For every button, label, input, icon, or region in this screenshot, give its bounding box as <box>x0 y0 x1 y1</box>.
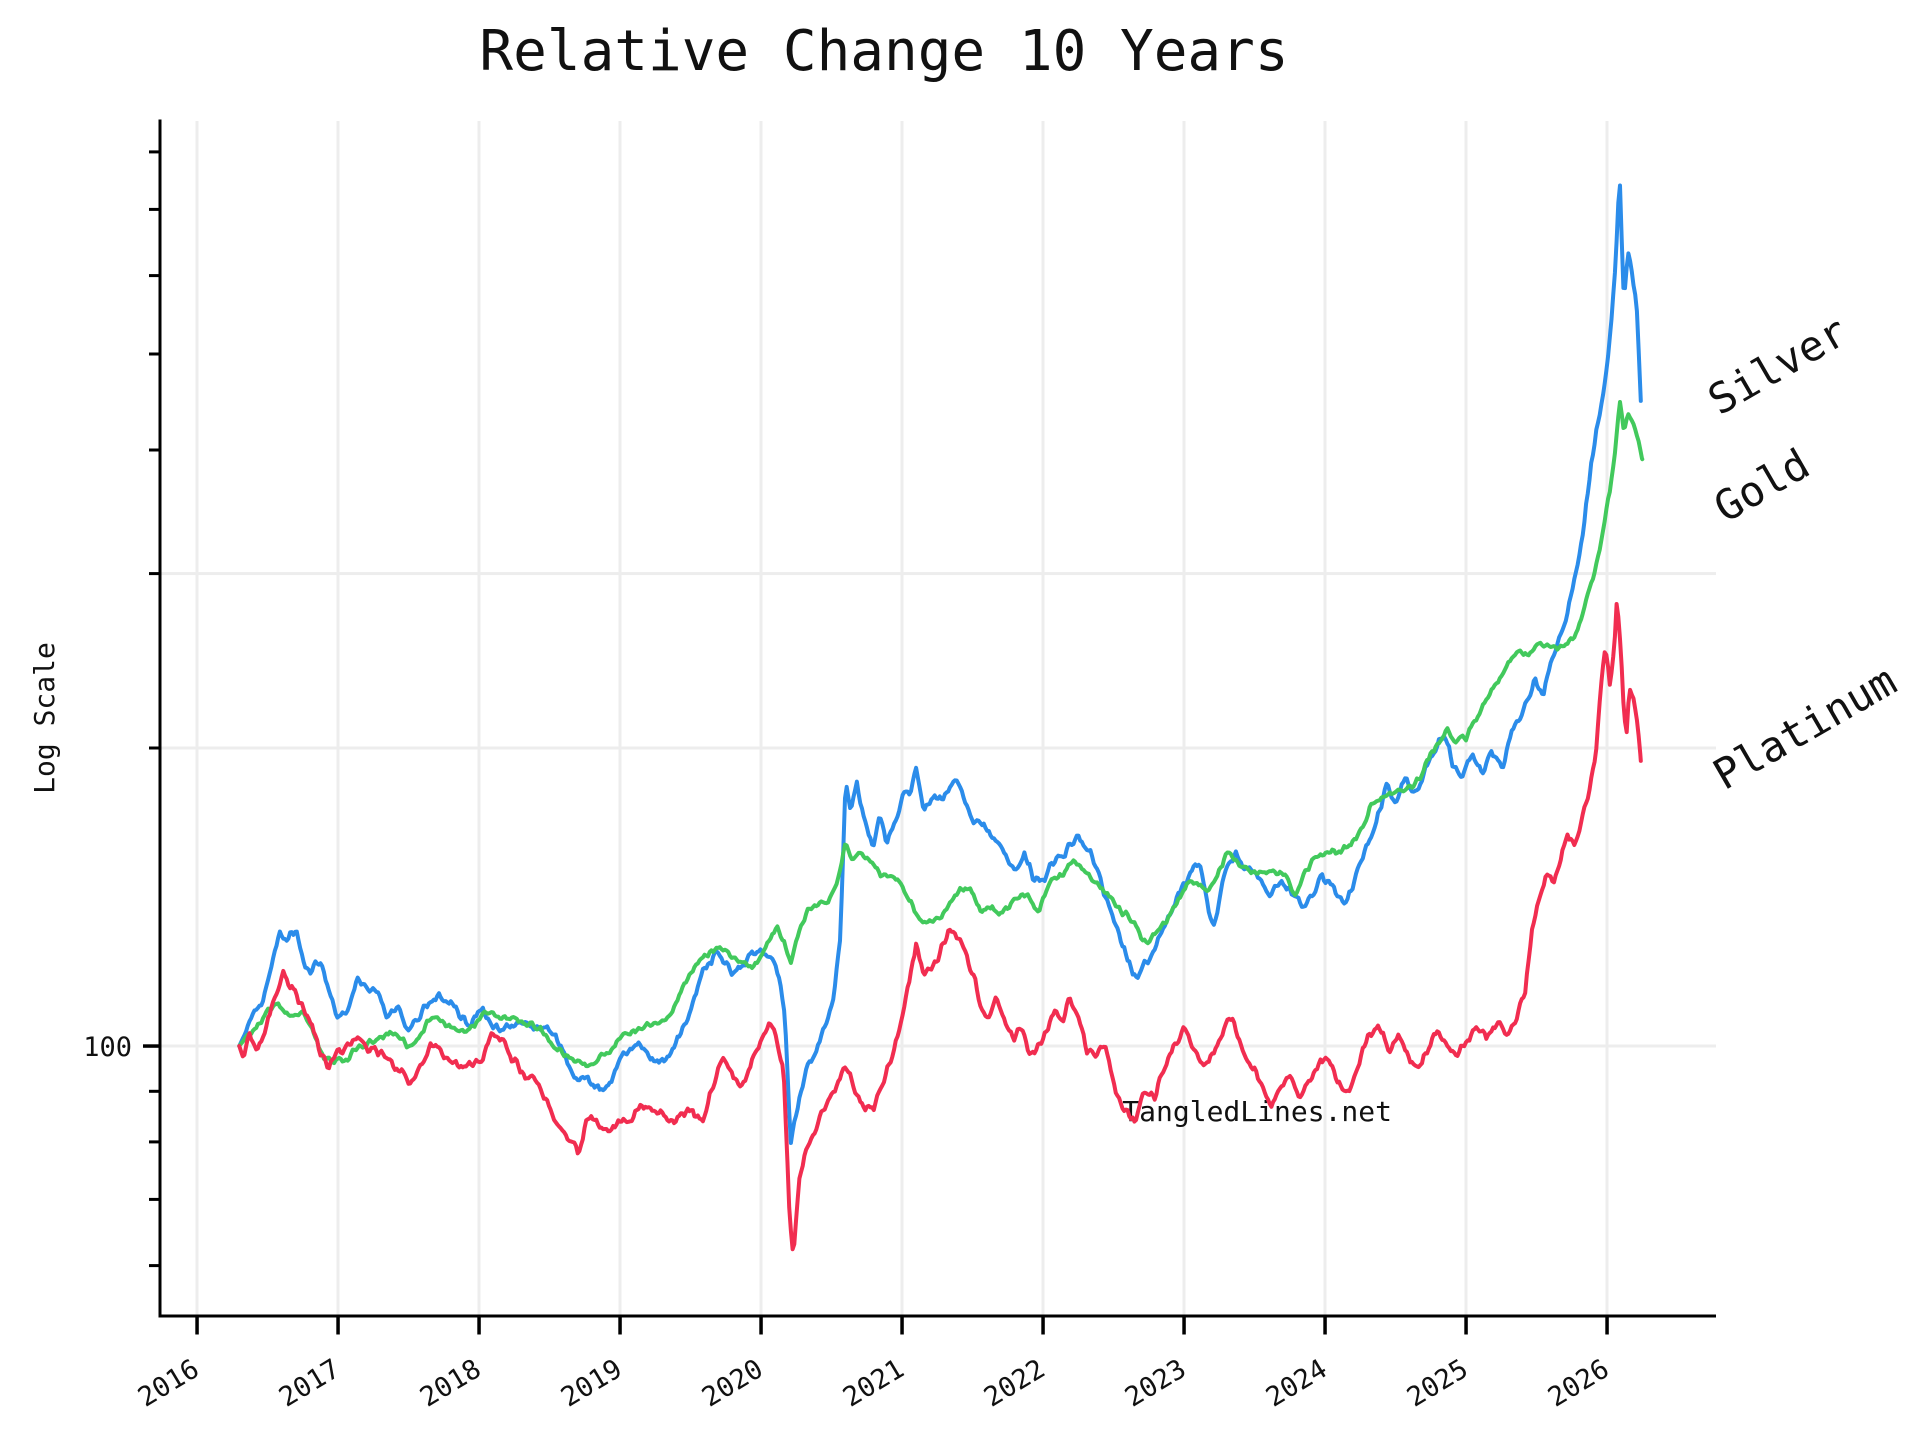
v-gridline-2023 <box>1182 121 1186 1316</box>
v-gridline-2022 <box>1041 121 1045 1316</box>
h-gridline-100 <box>160 1044 1716 1048</box>
x-tick-label-2022: 2022 <box>979 1353 1051 1413</box>
x-tick-label-2026: 2026 <box>1543 1353 1615 1413</box>
x-axis-spine <box>158 1314 1716 1318</box>
v-gridline-2020 <box>759 121 763 1316</box>
y-minor-tick-800 <box>149 150 160 154</box>
x-tick-2019 <box>618 1317 622 1335</box>
x-tick-label-2017: 2017 <box>274 1353 346 1413</box>
x-tick-2026 <box>1605 1317 1609 1335</box>
gridlines <box>160 121 1716 1316</box>
v-gridline-2026 <box>1605 121 1609 1316</box>
h-gridline-300 <box>160 572 1716 576</box>
x-tick-label-2025: 2025 <box>1402 1353 1474 1413</box>
x-tick-label-2024: 2024 <box>1261 1353 1333 1413</box>
v-gridline-2018 <box>477 121 481 1316</box>
x-tick-2021 <box>900 1317 904 1335</box>
legend-label-gold: Gold <box>1706 439 1818 532</box>
x-tick-2023 <box>1182 1317 1186 1335</box>
x-tick-label-2023: 2023 <box>1120 1353 1192 1413</box>
x-tick-labels: 2016 2017 2018 2019 2020 2021 2022 2023 2024 2025… <box>133 1353 1615 1413</box>
legend-label-silver: Silver <box>1700 306 1856 424</box>
series-line-gold <box>237 400 1645 1069</box>
x-tick-2016 <box>195 1317 199 1335</box>
y-minor-tick-60 <box>149 1264 160 1268</box>
y-minor-tick-400 <box>149 448 160 452</box>
watermark: TangledLines.net <box>1122 1095 1392 1128</box>
y-minor-tick-300 <box>149 572 160 576</box>
x-tick-2018 <box>477 1317 481 1335</box>
x-tick-label-2020: 2020 <box>697 1353 769 1413</box>
y-minor-tick-700 <box>149 207 160 211</box>
x-tick-label-2019: 2019 <box>556 1353 628 1413</box>
v-gridline-2024 <box>1323 121 1327 1316</box>
y-axis-spine <box>158 119 162 1318</box>
series-line-platinum <box>237 602 1643 1252</box>
legend: Silver Gold Platinum <box>1700 306 1905 799</box>
x-tick-2022 <box>1041 1317 1045 1335</box>
h-gridline-200 <box>160 746 1716 750</box>
axes <box>143 119 1716 1335</box>
y-minor-tick-80 <box>149 1140 160 1144</box>
y-tick-label-100: 100 <box>83 1032 132 1063</box>
series-lines <box>237 183 1645 1252</box>
x-tick-label-2021: 2021 <box>838 1353 910 1413</box>
y-minor-tick-70 <box>149 1197 160 1201</box>
x-tick-2020 <box>759 1317 763 1335</box>
y-minor-tick-600 <box>149 274 160 278</box>
legend-label-platinum: Platinum <box>1705 656 1905 800</box>
v-gridline-2016 <box>195 121 199 1316</box>
x-tick-label-2018: 2018 <box>415 1353 487 1413</box>
v-gridline-2019 <box>618 121 622 1316</box>
chart-title: Relative Change 10 Years <box>479 19 1288 84</box>
series-line-silver <box>237 183 1643 1145</box>
v-gridline-2021 <box>900 121 904 1316</box>
v-gridline-2025 <box>1464 121 1468 1316</box>
y-minor-tick-500 <box>149 352 160 356</box>
y-minor-tick-90 <box>149 1089 160 1093</box>
x-tick-2024 <box>1323 1317 1327 1335</box>
v-gridline-2017 <box>336 121 340 1316</box>
y-minor-tick-200 <box>149 746 160 750</box>
x-tick-2017 <box>336 1317 340 1335</box>
y-axis-label: Log Scale <box>28 642 61 794</box>
x-tick-2025 <box>1464 1317 1468 1335</box>
y-major-tick-100 <box>143 1044 160 1048</box>
x-tick-label-2016: 2016 <box>133 1353 205 1413</box>
